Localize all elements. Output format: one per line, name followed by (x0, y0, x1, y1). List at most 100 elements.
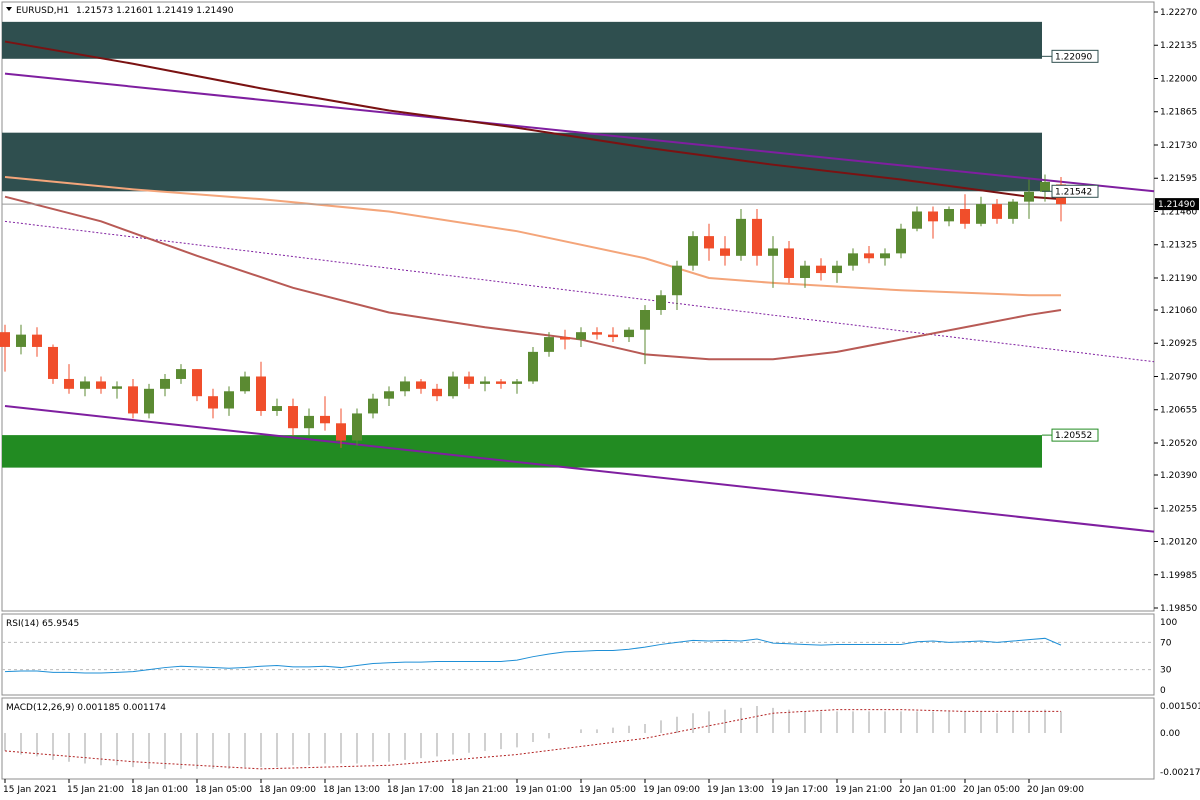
candle[interactable] (352, 408, 362, 446)
candle[interactable] (368, 393, 378, 419)
candle[interactable] (576, 327, 586, 347)
candle-body[interactable] (224, 391, 234, 409)
candle-body[interactable] (512, 381, 522, 384)
candle[interactable] (640, 305, 650, 365)
candle-body[interactable] (480, 381, 490, 384)
time-axis[interactable]: 15 Jan 2021 15 Jan 21:00 18 Jan 01:00 18 Ja… (3, 779, 1084, 795)
candle-body[interactable] (720, 248, 730, 256)
candle-body[interactable] (848, 253, 858, 266)
candle-body[interactable] (928, 211, 938, 222)
candle[interactable] (528, 346, 538, 384)
candle-body[interactable] (272, 406, 282, 411)
candle[interactable] (672, 260, 682, 310)
candle-body[interactable] (624, 329, 634, 338)
candle[interactable] (496, 378, 506, 389)
candle-body[interactable] (656, 295, 666, 310)
candle[interactable] (448, 371, 458, 399)
candle[interactable] (112, 381, 122, 399)
candle-body[interactable] (560, 337, 570, 340)
candle[interactable] (304, 408, 314, 436)
candle[interactable] (48, 344, 58, 384)
candles[interactable] (0, 174, 1066, 448)
candle[interactable] (752, 209, 762, 266)
candle[interactable] (624, 327, 634, 343)
candle[interactable] (128, 378, 138, 419)
candle[interactable] (992, 199, 1002, 224)
candle-body[interactable] (896, 228, 906, 254)
candle[interactable] (832, 260, 842, 283)
candle[interactable] (16, 324, 26, 355)
candle-body[interactable] (768, 248, 778, 256)
candle[interactable] (784, 241, 794, 283)
candle[interactable] (480, 376, 490, 392)
candle-body[interactable] (416, 381, 426, 389)
candle[interactable] (768, 236, 778, 288)
candle-body[interactable] (240, 376, 250, 392)
candle-body[interactable] (800, 265, 810, 278)
candle-body[interactable] (960, 209, 970, 224)
candle[interactable] (416, 378, 426, 394)
candle[interactable] (192, 369, 202, 402)
candle-body[interactable] (784, 248, 794, 278)
candle[interactable] (384, 386, 394, 407)
candle-body[interactable] (608, 334, 618, 338)
candle[interactable] (320, 396, 330, 431)
candle-body[interactable] (912, 211, 922, 229)
candle-body[interactable] (976, 204, 986, 224)
candle[interactable] (560, 329, 570, 350)
candle-body[interactable] (0, 332, 10, 347)
candle[interactable] (512, 378, 522, 394)
candle-body[interactable] (832, 265, 842, 274)
candle[interactable] (608, 327, 618, 343)
candle[interactable] (96, 376, 106, 394)
price-axis[interactable]: 1.22270 1.22135 1.22000 1.21865 1.21730 1.215… (1154, 8, 1199, 614)
candle-body[interactable] (736, 218, 746, 256)
candle[interactable] (256, 361, 266, 416)
candle[interactable] (704, 223, 714, 261)
candle-body[interactable] (592, 332, 602, 335)
candle-body[interactable] (48, 346, 58, 379)
candle-body[interactable] (144, 388, 154, 414)
candle[interactable] (288, 398, 298, 436)
candle-body[interactable] (544, 337, 554, 352)
candle[interactable] (336, 408, 346, 448)
candle-body[interactable] (352, 413, 362, 441)
candle[interactable] (224, 386, 234, 416)
candle-body[interactable] (192, 369, 202, 397)
candle-body[interactable] (304, 415, 314, 429)
candle[interactable] (64, 364, 74, 394)
candle-body[interactable] (160, 378, 170, 389)
candle-body[interactable] (816, 265, 826, 274)
candle[interactable] (32, 327, 42, 357)
candle-body[interactable] (368, 398, 378, 414)
dropdown-triangle-icon[interactable] (6, 7, 12, 11)
candle[interactable] (912, 206, 922, 232)
candle[interactable] (960, 194, 970, 229)
candle-body[interactable] (112, 386, 122, 389)
candle-body[interactable] (256, 376, 266, 411)
candle-body[interactable] (64, 378, 74, 389)
candle[interactable] (544, 332, 554, 357)
candle-body[interactable] (704, 236, 714, 249)
candle-body[interactable] (400, 381, 410, 392)
candle[interactable] (800, 260, 810, 288)
candle-body[interactable] (688, 236, 698, 266)
candle[interactable] (0, 324, 10, 372)
candle-body[interactable] (288, 406, 298, 429)
candle-body[interactable] (80, 381, 90, 389)
candle[interactable] (864, 245, 874, 264)
candle-body[interactable] (176, 369, 186, 379)
candle[interactable] (432, 383, 442, 402)
candle[interactable] (944, 206, 954, 227)
candle-body[interactable] (1024, 191, 1034, 202)
candle-body[interactable] (336, 423, 346, 441)
candle[interactable] (1024, 179, 1034, 219)
candle[interactable] (880, 248, 890, 266)
candle-body[interactable] (16, 334, 26, 347)
candle-body[interactable] (96, 381, 106, 389)
macd-pane[interactable]: 0.001501 0.00 -0.002173 (4, 702, 1200, 778)
candle[interactable] (720, 236, 730, 266)
candle[interactable] (272, 398, 282, 416)
candle[interactable] (1040, 174, 1050, 202)
